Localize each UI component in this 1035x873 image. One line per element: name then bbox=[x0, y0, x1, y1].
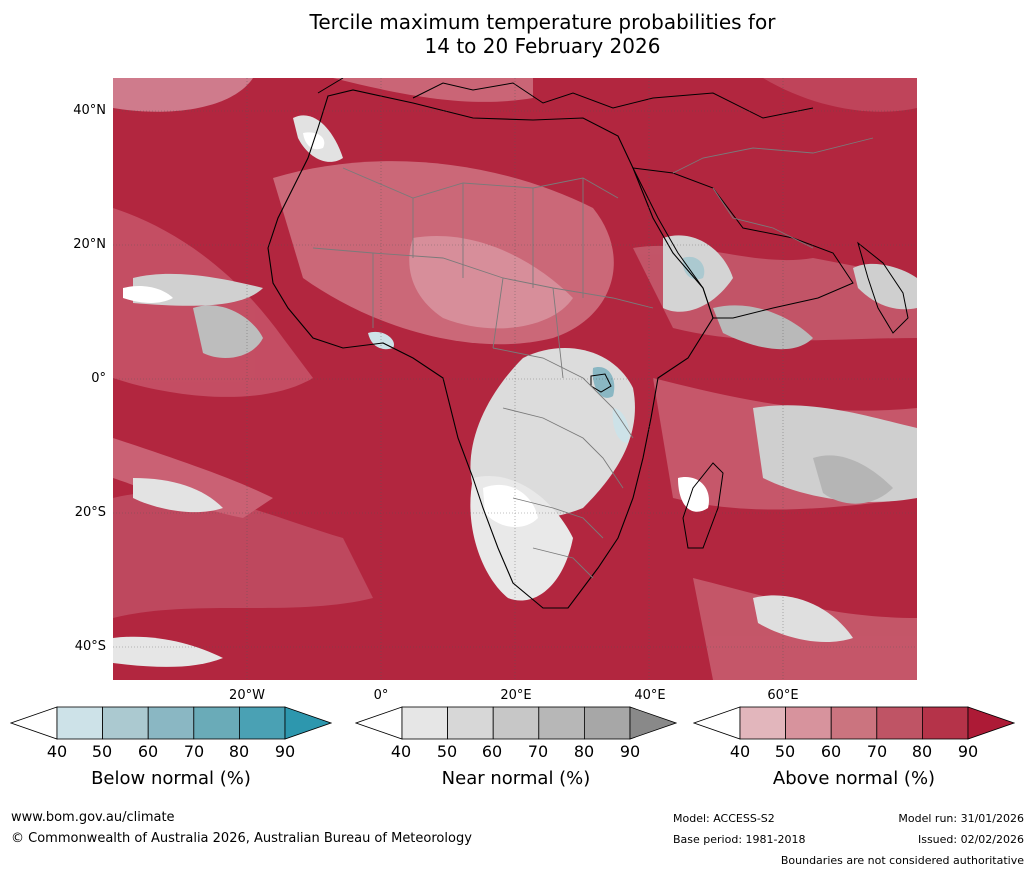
colorbar-above-segment bbox=[830, 706, 878, 740]
tick-label: 40 bbox=[390, 742, 412, 761]
tick-label: 50 bbox=[91, 742, 113, 761]
colorbar-near-segment bbox=[492, 706, 540, 740]
tick-label: 70 bbox=[183, 742, 205, 761]
coastline-africa bbox=[267, 89, 714, 609]
tick-label: 90 bbox=[274, 742, 296, 761]
title-line-2: 14 to 20 February 2026 bbox=[424, 34, 661, 58]
country-borders bbox=[312, 137, 874, 579]
footer-disclaimer: Boundaries are not considered authoritat… bbox=[780, 854, 1024, 867]
probability-map bbox=[113, 77, 917, 680]
colorbar-above-normal bbox=[693, 706, 1015, 740]
chart-title: Tercile maximum temperature probabilitie… bbox=[0, 10, 1035, 58]
tick-label: 40 bbox=[46, 742, 68, 761]
lon-label-20e: 20°E bbox=[500, 688, 532, 703]
tick-label: 70 bbox=[866, 742, 888, 761]
coastline-arabia bbox=[632, 167, 854, 319]
colorbar-below-segment bbox=[102, 706, 149, 740]
coastline-india bbox=[857, 241, 909, 334]
white-patches bbox=[123, 132, 709, 528]
colorbar-below-segment bbox=[193, 706, 240, 740]
lon-label-20w: 20°W bbox=[229, 688, 265, 703]
tick-label: 40 bbox=[729, 742, 751, 761]
colorbar-above-segment bbox=[785, 706, 832, 740]
colorbar-above-segment bbox=[739, 706, 786, 740]
lon-label-60e: 60°E bbox=[767, 688, 799, 703]
colorbar-near-segment bbox=[447, 706, 494, 740]
lon-label-0: 0° bbox=[373, 688, 389, 703]
tick-label: 80 bbox=[228, 742, 250, 761]
colorbar-near-segment bbox=[583, 706, 631, 740]
lat-label-0: 0° bbox=[91, 371, 106, 386]
footer-url: www.bom.gov.au/climate bbox=[11, 810, 175, 825]
tick-label: 60 bbox=[820, 742, 842, 761]
colorbar-above-segment bbox=[876, 706, 923, 740]
lon-label-40e: 40°E bbox=[634, 688, 666, 703]
colorbar-above-upper-extend bbox=[967, 706, 1015, 740]
coastline-madagascar bbox=[682, 462, 724, 549]
colorbar-near-segment bbox=[401, 706, 448, 740]
tick-label: 50 bbox=[774, 742, 796, 761]
above-normal-lighter-patches bbox=[113, 78, 917, 680]
colorbar-below-lower-extend bbox=[10, 706, 58, 740]
tick-label: 50 bbox=[436, 742, 458, 761]
tick-label: 80 bbox=[911, 742, 933, 761]
colorbar-near-upper-extend bbox=[629, 706, 677, 740]
colorbar-near-segment bbox=[538, 706, 585, 740]
colorbar-below-upper-extend bbox=[284, 706, 332, 740]
footer-copyright: © Commonwealth of Australia 2026, Austra… bbox=[11, 831, 472, 846]
footer-model: Model: ACCESS-S2 bbox=[673, 812, 775, 825]
colorbar-above-lower-extend bbox=[693, 706, 741, 740]
tick-label: 80 bbox=[573, 742, 595, 761]
map-canvas bbox=[113, 77, 917, 680]
colorbar-above-label: Above normal (%) bbox=[772, 768, 936, 789]
tick-label: 90 bbox=[619, 742, 641, 761]
lake-victoria bbox=[590, 373, 612, 393]
lat-label-20s: 20°S bbox=[74, 505, 106, 520]
lat-label-40n: 40°N bbox=[73, 103, 106, 118]
colorbar-below-label: Below normal (%) bbox=[91, 768, 251, 789]
colorbar-below-segment bbox=[147, 706, 195, 740]
footer-base-period: Base period: 1981-2018 bbox=[673, 833, 806, 846]
lat-label-20n: 20°N bbox=[73, 237, 106, 252]
colorbar-near-lower-extend bbox=[355, 706, 403, 740]
colorbar-above-segment bbox=[921, 706, 969, 740]
coastline-europe bbox=[317, 77, 814, 119]
tick-label: 60 bbox=[137, 742, 159, 761]
lat-label-40s: 40°S bbox=[74, 639, 106, 654]
colorbar-near-normal bbox=[355, 706, 677, 740]
colorbar-below-segment bbox=[56, 706, 103, 740]
colorbar-near-label: Near normal (%) bbox=[441, 768, 591, 789]
footer-issued: Issued: 02/02/2026 bbox=[917, 833, 1024, 846]
title-line-1: Tercile maximum temperature probabilitie… bbox=[309, 10, 776, 34]
footer-model-run: Model run: 31/01/2026 bbox=[898, 812, 1024, 825]
colorbar-below-normal bbox=[10, 706, 332, 740]
graticule bbox=[113, 78, 917, 680]
tick-label: 90 bbox=[957, 742, 979, 761]
tick-label: 60 bbox=[481, 742, 503, 761]
colorbar-below-segment bbox=[238, 706, 286, 740]
tick-label: 70 bbox=[527, 742, 549, 761]
